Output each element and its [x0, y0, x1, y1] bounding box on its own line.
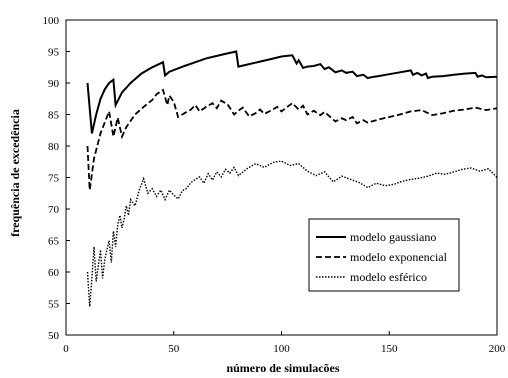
y-tick-label: 100	[43, 15, 60, 27]
y-tick-label: 90	[48, 78, 60, 90]
x-tick-label: 100	[273, 343, 290, 355]
legend: modelo gaussiano modelo exponencial mode…	[308, 218, 460, 292]
y-tick-label: 80	[48, 141, 60, 153]
y-axis-ticks: 50 55 60 65 70 75 80 85 90 95 100	[43, 15, 70, 342]
y-tick-label: 75	[48, 173, 60, 185]
x-axis-title: número de simulacões	[226, 361, 339, 375]
x-tick-label: 50	[168, 343, 180, 355]
y-tick-label: 55	[48, 299, 60, 311]
x-tick-label: 200	[489, 343, 506, 355]
legend-label-gaussian: modelo gaussiano	[350, 230, 436, 244]
series-line-gaussian	[86, 50, 498, 134]
series-line-exponential	[86, 88, 498, 191]
y-axis-title: frequência de excedência	[8, 109, 22, 237]
legend-label-spherical: modelo esférico	[350, 270, 427, 284]
series-line-spherical	[86, 160, 498, 307]
y-tick-label: 70	[48, 204, 60, 216]
y-tick-label: 65	[48, 236, 60, 248]
x-tick-label: 150	[381, 343, 398, 355]
y-tick-label: 85	[48, 110, 60, 122]
x-tick-label: 0	[63, 343, 69, 355]
y-tick-label: 50	[48, 330, 60, 342]
series-layer	[86, 50, 498, 307]
legend-box	[308, 218, 460, 292]
y-tick-label: 60	[48, 267, 60, 279]
x-axis-ticks: 0 50 100 150 200	[63, 331, 506, 355]
legend-label-exponential: modelo exponencial	[350, 250, 448, 264]
y-tick-label: 95	[48, 47, 60, 59]
